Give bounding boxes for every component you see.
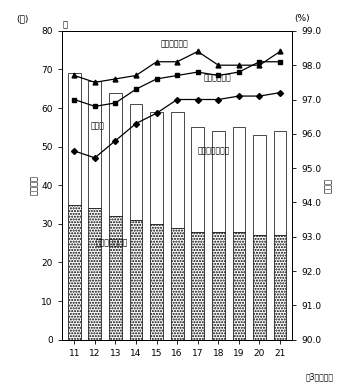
Text: (人): (人) (16, 14, 28, 23)
Bar (274, 235, 287, 340)
Bar (68, 73, 80, 205)
Bar (212, 131, 225, 232)
Bar (109, 216, 122, 340)
Bar (171, 112, 184, 228)
Bar (150, 224, 163, 340)
Text: 卒業者数（女）: 卒業者数（女） (198, 146, 230, 155)
Text: 千: 千 (63, 20, 68, 29)
Bar (109, 93, 122, 216)
Bar (233, 127, 245, 232)
Bar (171, 228, 184, 340)
Y-axis label: 進学率: 進学率 (324, 178, 333, 193)
Bar (191, 127, 204, 232)
Bar (191, 232, 204, 340)
Text: (%): (%) (295, 14, 310, 23)
Text: 進学率（男）: 進学率（男） (204, 74, 232, 83)
Text: 卒業者数（男）: 卒業者数（男） (96, 239, 128, 248)
Text: 進学率: 進学率 (91, 122, 105, 131)
Bar (253, 135, 266, 235)
Bar (274, 131, 287, 235)
Bar (88, 208, 101, 340)
Bar (130, 220, 142, 340)
Bar (212, 232, 225, 340)
Bar (150, 112, 163, 224)
Text: 年3月卒業者: 年3月卒業者 (306, 372, 334, 381)
Bar (253, 235, 266, 340)
Y-axis label: 卒業者数: 卒業者数 (30, 175, 39, 195)
Bar (130, 104, 142, 220)
Text: 進学率（女）: 進学率（女） (161, 39, 189, 48)
Bar (233, 232, 245, 340)
Bar (68, 205, 80, 340)
Bar (88, 81, 101, 208)
